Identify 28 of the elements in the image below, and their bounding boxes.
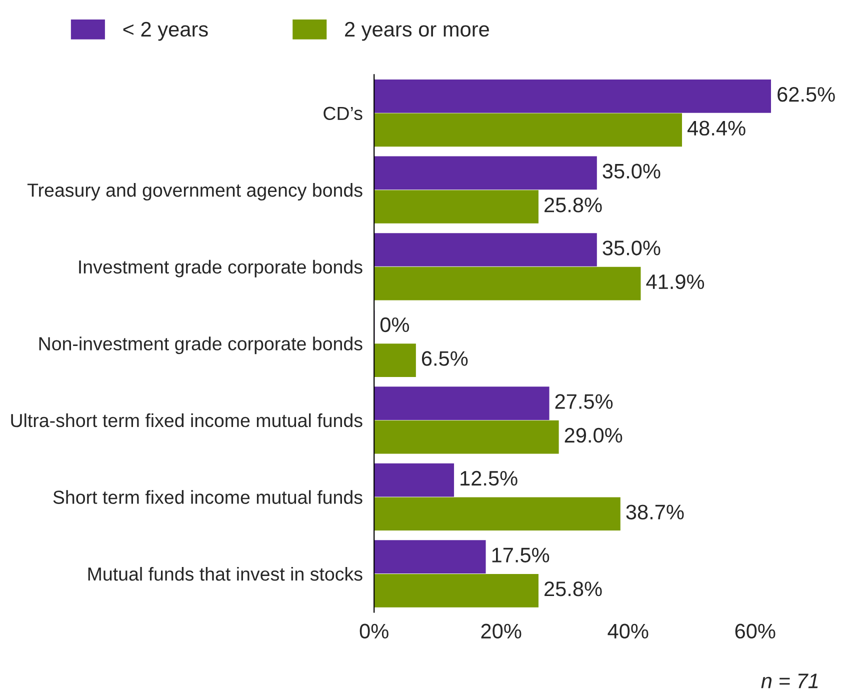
- x-tick-label: 40%: [608, 624, 648, 639]
- text: n = 71: [761, 674, 818, 688]
- data-label: 25.8%: [544, 198, 602, 212]
- data-label: 35.0%: [602, 164, 660, 179]
- data-label: 35.0%: [602, 240, 660, 256]
- x-tick-label: 20%: [481, 624, 522, 639]
- y-tick-label: Short term fixed income mutual funds: [53, 490, 362, 504]
- data-label: 29.0%: [564, 428, 622, 443]
- data-label: 6.5%: [422, 351, 468, 366]
- y-tick-label: Non-investment grade corporate bonds: [39, 336, 362, 354]
- x-tick-label: 0%: [360, 624, 388, 639]
- data-label: 27.5%: [555, 394, 613, 409]
- data-label: 0%: [380, 317, 410, 332]
- x-tick-label: 60%: [735, 624, 776, 639]
- y-tick-label: Treasury and government agency bonds: [27, 183, 362, 201]
- data-label: 62.5%: [778, 87, 835, 102]
- data-label: 17.5%: [492, 548, 550, 562]
- y-tick-label: Mutual funds that invest in stocks: [88, 566, 362, 581]
- legend-label: 2 years or more: [345, 22, 489, 41]
- y-tick-label: Investment grade corporate bonds: [79, 260, 362, 278]
- data-label: 12.5%: [460, 470, 518, 486]
- y-tick-label: Ultra-short term fixed income mutual funds: [11, 413, 362, 428]
- legend-label: < 2 years: [123, 22, 208, 41]
- y-tick-label: CD’s: [324, 106, 362, 120]
- data-label: 48.4%: [687, 120, 746, 136]
- data-label: 41.9%: [646, 274, 704, 290]
- data-label: 38.7%: [626, 504, 684, 520]
- data-label: 25.8%: [544, 581, 602, 596]
